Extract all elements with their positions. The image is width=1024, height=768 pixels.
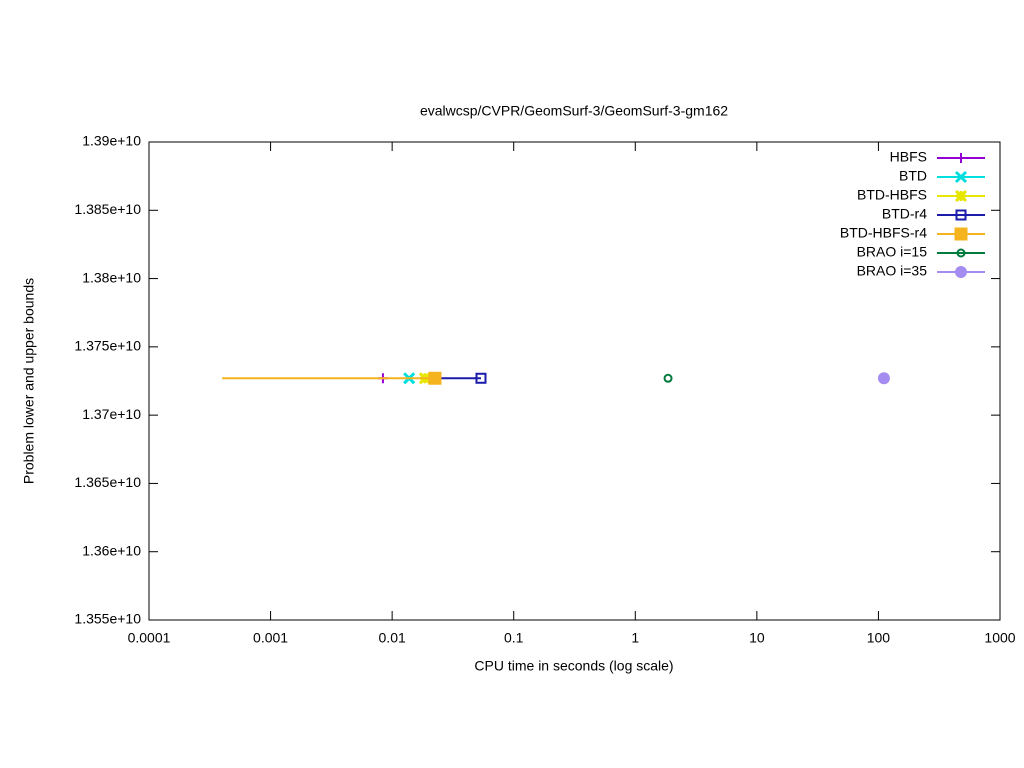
- legend-label: BTD-HBFS: [857, 187, 927, 203]
- marker: [428, 371, 442, 385]
- y-tick-label: 1.37e+10: [82, 406, 141, 422]
- y-tick-label: 1.375e+10: [74, 338, 141, 354]
- x-tick-label: 100: [867, 630, 891, 646]
- y-tick-label: 1.39e+10: [82, 133, 141, 149]
- legend-label: BRAO i=15: [857, 244, 928, 260]
- y-axis-label: Problem lower and upper bounds: [21, 278, 37, 484]
- y-tick-label: 1.355e+10: [74, 611, 141, 627]
- plot-frame: [148, 141, 1001, 621]
- marker: [955, 266, 967, 278]
- x-tick-label: 0.001: [253, 630, 288, 646]
- marker: [877, 372, 890, 385]
- marker: [475, 372, 487, 384]
- marker: [663, 373, 673, 383]
- x-tick-label: 1: [631, 630, 639, 646]
- marker: [955, 209, 967, 221]
- legend-label: BTD-r4: [882, 206, 927, 222]
- legend-label: BTD: [899, 168, 927, 184]
- x-tick-label: 0.01: [379, 630, 406, 646]
- chart-title: evalwcsp/CVPR/GeomSurf-3/GeomSurf-3-gm16…: [420, 103, 728, 119]
- legend-label: HBFS: [890, 149, 927, 165]
- legend-label: BTD-HBFS-r4: [840, 225, 927, 241]
- y-tick-label: 1.365e+10: [74, 474, 141, 490]
- marker: [956, 248, 966, 258]
- marker: [954, 227, 968, 241]
- y-tick-label: 1.36e+10: [82, 542, 141, 558]
- y-tick-label: 1.385e+10: [74, 201, 141, 217]
- marker: [956, 153, 966, 163]
- x-tick-label: 10: [749, 630, 765, 646]
- marker: [954, 189, 968, 203]
- x-tick-label: 0.1: [504, 630, 524, 646]
- x-tick-label: 1000: [984, 630, 1015, 646]
- legend-label: BRAO i=35: [857, 263, 928, 279]
- y-tick-label: 1.38e+10: [82, 269, 141, 285]
- marker: [954, 170, 968, 184]
- x-axis-label: CPU time in seconds (log scale): [474, 658, 673, 674]
- x-tick-label: 0.0001: [128, 630, 171, 646]
